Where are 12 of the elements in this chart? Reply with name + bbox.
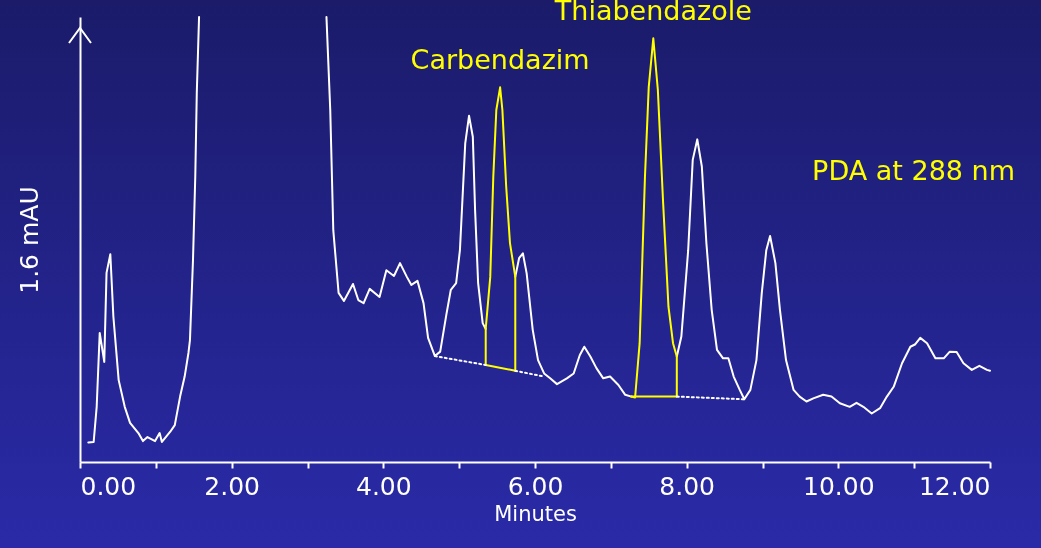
x-tick-label: 10.00 bbox=[803, 471, 875, 501]
x-axis-title: Minutes bbox=[494, 501, 577, 526]
x-tick-label: 4.00 bbox=[356, 471, 412, 501]
x-tick-label: 8.00 bbox=[659, 471, 715, 501]
annotation: Thiabendazole bbox=[553, 0, 752, 27]
annotation: PDA at 288 nm bbox=[812, 155, 1015, 186]
y-axis-title: 1.6 mAU bbox=[14, 186, 44, 294]
x-tick-label: 2.00 bbox=[204, 471, 260, 501]
x-tick-label: 12.00 bbox=[918, 471, 991, 501]
x-tick-label: 6.00 bbox=[507, 471, 564, 501]
annotation: Carbendazim bbox=[410, 44, 590, 76]
x-tick-label: 0.00 bbox=[80, 471, 137, 501]
